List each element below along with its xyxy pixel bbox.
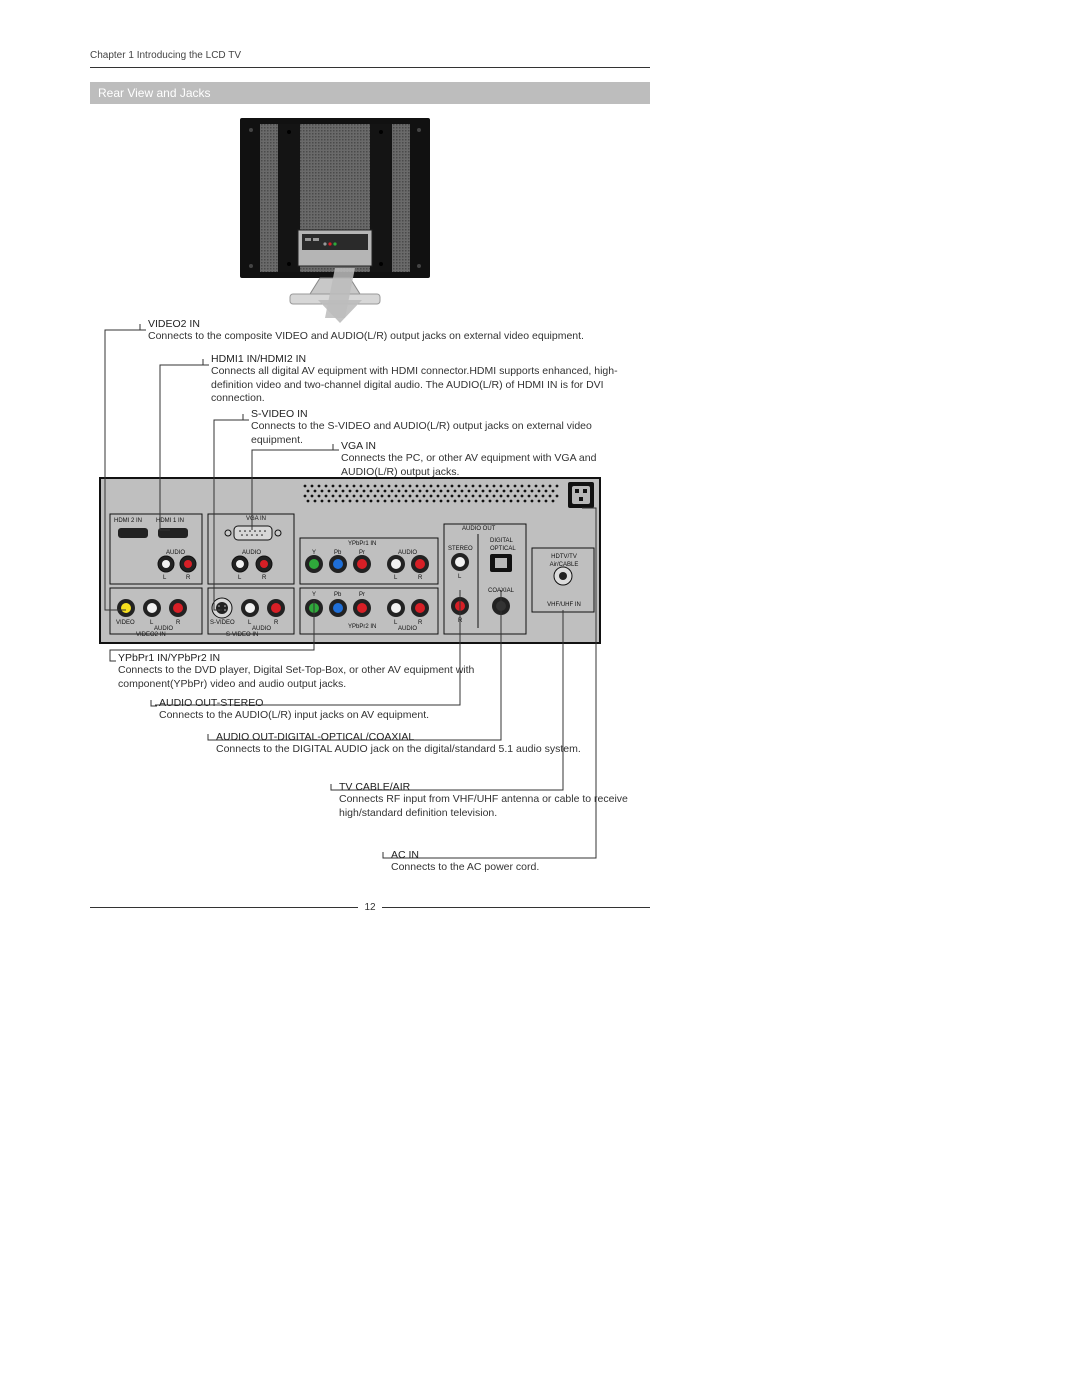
label-ypbpr1: YPbPr1 IN bbox=[348, 541, 376, 547]
section-title-bar: Rear View and Jacks bbox=[90, 82, 650, 104]
label-audio2: AUDIO bbox=[398, 626, 417, 632]
label-hdmi2: HDMI 2 IN bbox=[114, 518, 142, 524]
label-vga-r: R bbox=[262, 575, 266, 581]
label-pr2: Pr bbox=[359, 592, 365, 598]
callout-vga: VGA IN Connects the PC, or other AV equi… bbox=[341, 440, 641, 479]
ac-in-socket bbox=[568, 482, 594, 508]
callout-title: VIDEO2 IN bbox=[148, 318, 648, 330]
label-video2in: VIDEO2 IN bbox=[136, 632, 166, 638]
label-digital: DIGITAL bbox=[490, 538, 513, 544]
label-ypbpr2: YPbPr2 IN bbox=[348, 624, 376, 630]
label-pr1: Pr bbox=[359, 550, 365, 556]
label-hdtv: HDTV/TV bbox=[546, 554, 582, 560]
callout-desc: Connects to the DIGITAL AUDIO jack on th… bbox=[216, 743, 616, 757]
callout-video2: VIDEO2 IN Connects to the composite VIDE… bbox=[148, 318, 648, 344]
callout-title: AC IN bbox=[391, 849, 651, 861]
label-svideo: S-VIDEO bbox=[210, 620, 235, 626]
label-hdmi-r: R bbox=[186, 575, 190, 581]
label-hdmi-l: L bbox=[163, 575, 166, 581]
callout-title: YPbPr1 IN/YPbPr2 IN bbox=[118, 652, 518, 664]
label-r2: R bbox=[418, 620, 422, 626]
label-coaxial: COAXIAL bbox=[488, 588, 514, 594]
label-r1: R bbox=[418, 575, 422, 581]
label-video: VIDEO bbox=[116, 620, 135, 626]
label-svr: R bbox=[274, 620, 278, 626]
callout-title: HDMI1 IN/HDMI2 IN bbox=[211, 353, 641, 365]
label-svideoin: S-VIDEO IN bbox=[226, 632, 258, 638]
label-audioout: AUDIO OUT bbox=[462, 526, 495, 532]
callout-desc: Connects to the composite VIDEO and AUDI… bbox=[148, 330, 648, 344]
page-footer: 12 bbox=[90, 902, 650, 913]
label-stereo: STEREO bbox=[448, 546, 473, 552]
callout-title: AUDIO OUT-DIGITAL-OPTICAL/COAXIAL bbox=[216, 731, 616, 743]
label-sr: R bbox=[458, 618, 462, 624]
label-l2: L bbox=[394, 620, 397, 626]
callout-ypbpr: YPbPr1 IN/YPbPr2 IN Connects to the DVD … bbox=[118, 652, 518, 691]
label-vhfuhf: VHF/UHF IN bbox=[544, 602, 584, 608]
label-aircable: Air/CABLE bbox=[546, 562, 582, 568]
label-y2: Y bbox=[312, 592, 316, 598]
callout-desc: Connects all digital AV equipment with H… bbox=[211, 365, 641, 406]
label-hdmi1: HDMI 1 IN bbox=[156, 518, 184, 524]
callout-hdmi: HDMI1 IN/HDMI2 IN Connects all digital A… bbox=[211, 353, 641, 406]
label-v2r: R bbox=[176, 620, 180, 626]
callout-desc: Connects to the AC power cord. bbox=[391, 861, 651, 875]
callout-title: S-VIDEO IN bbox=[251, 408, 631, 420]
header-rule bbox=[90, 67, 650, 68]
label-audio1: AUDIO bbox=[398, 550, 417, 556]
label-pb1: Pb bbox=[334, 550, 341, 556]
label-vga-l: L bbox=[238, 575, 241, 581]
label-svl: L bbox=[248, 620, 251, 626]
label-l1: L bbox=[394, 575, 397, 581]
callout-desc: Connects RF input from VHF/UHF antenna o… bbox=[339, 793, 649, 820]
label-optical: OPTICAL bbox=[490, 546, 516, 552]
callout-title: AUDIO OUT-STEREO bbox=[159, 697, 579, 709]
callout-title: TV CABLE/AIR bbox=[339, 781, 649, 793]
callout-desc: Connects the PC, or other AV equipment w… bbox=[341, 452, 641, 479]
label-vga-audio: AUDIO bbox=[242, 550, 261, 556]
rear-panel-diagram: HDMI 2 IN HDMI 1 IN AUDIO L R VGA IN AUD… bbox=[100, 478, 600, 643]
page-number: 12 bbox=[358, 902, 381, 913]
chapter-header: Chapter 1 Introducing the LCD TV bbox=[90, 50, 650, 65]
callout-desc: Connects to the DVD player, Digital Set-… bbox=[118, 664, 518, 691]
label-hdmi-audio: AUDIO bbox=[166, 550, 185, 556]
label-v2l: L bbox=[150, 620, 153, 626]
label-vga: VGA IN bbox=[246, 516, 266, 522]
callout-audiodigital: AUDIO OUT-DIGITAL-OPTICAL/COAXIAL Connec… bbox=[216, 731, 616, 757]
callout-tvcable: TV CABLE/AIR Connects RF input from VHF/… bbox=[339, 781, 649, 820]
label-y1: Y bbox=[312, 550, 316, 556]
callout-title: VGA IN bbox=[341, 440, 641, 452]
label-pb2: Pb bbox=[334, 592, 341, 598]
tv-rear-illustration bbox=[240, 118, 430, 318]
callout-audiostereo: AUDIO OUT-STEREO Connects to the AUDIO(L… bbox=[159, 697, 579, 723]
callout-desc: Connects to the AUDIO(L/R) input jacks o… bbox=[159, 709, 579, 723]
label-sl: L bbox=[458, 574, 461, 580]
callout-acin: AC IN Connects to the AC power cord. bbox=[391, 849, 651, 875]
